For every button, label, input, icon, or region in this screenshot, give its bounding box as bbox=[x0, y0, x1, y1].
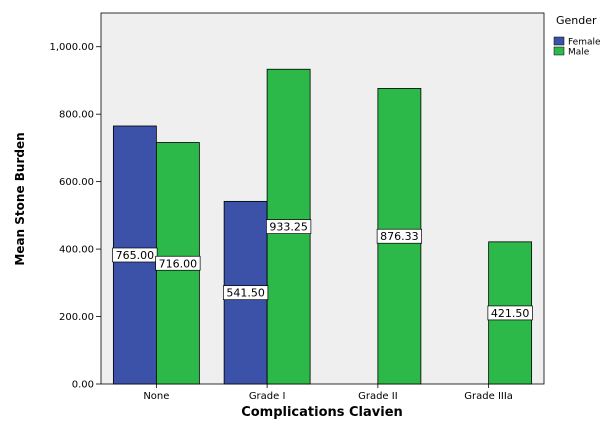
legend-title: Gender bbox=[556, 14, 597, 27]
y-tick-label: 0.00 bbox=[72, 380, 94, 391]
x-axis-title: Complications Clavien bbox=[241, 405, 403, 420]
data-label-text: 716.00 bbox=[159, 257, 198, 270]
data-label-box bbox=[487, 305, 533, 321]
y-tick-label: 200.00 bbox=[59, 312, 94, 323]
y-tick-label: 1,000.00 bbox=[49, 42, 94, 53]
y-tick-label: 600.00 bbox=[59, 177, 94, 188]
data-label-female-grade-i: 541.50 bbox=[223, 285, 269, 301]
data-label-box bbox=[223, 285, 269, 301]
x-tick-label: Grade II bbox=[358, 391, 398, 402]
data-labels: 765.00 716.00 541.50 933.25 876.33 421.50 bbox=[112, 219, 533, 321]
data-label-box bbox=[266, 219, 312, 234]
y-axis: 0.00 200.00 400.00 600.00 800.00 1,000.00 bbox=[49, 42, 101, 391]
legend: Gender Female Male bbox=[553, 14, 601, 58]
x-tick-label: None bbox=[143, 391, 169, 402]
data-label-box bbox=[376, 228, 422, 244]
data-label-male-grade-iiia: 421.50 bbox=[487, 305, 533, 321]
data-label-male-grade-i: 933.25 bbox=[266, 219, 312, 234]
x-tick-label: Grade IIIa bbox=[464, 391, 513, 402]
y-tick-label: 400.00 bbox=[59, 245, 94, 256]
data-label-text: 765.00 bbox=[116, 249, 155, 262]
data-label-text: 421.50 bbox=[491, 307, 530, 320]
data-label-text: 933.25 bbox=[269, 221, 308, 234]
x-axis: None Grade I Grade II Grade IIIa bbox=[143, 384, 513, 402]
data-label-female-none: 765.00 bbox=[112, 247, 158, 263]
y-tick-label: 800.00 bbox=[59, 110, 94, 121]
data-label-text: 876.33 bbox=[380, 230, 419, 243]
data-label-box bbox=[112, 247, 158, 263]
x-tick-label: Grade I bbox=[249, 391, 286, 402]
legend-label-male: Male bbox=[568, 48, 590, 58]
legend-label-female: Female bbox=[568, 38, 601, 48]
data-label-male-grade-ii: 876.33 bbox=[376, 228, 422, 244]
legend-swatch-female bbox=[553, 36, 565, 46]
y-axis-title: Mean Stone Burden bbox=[13, 132, 27, 265]
data-label-male-none: 716.00 bbox=[155, 255, 201, 271]
data-label-text: 541.50 bbox=[226, 287, 265, 300]
legend-swatch-male bbox=[553, 46, 565, 56]
data-label-box bbox=[155, 255, 201, 271]
